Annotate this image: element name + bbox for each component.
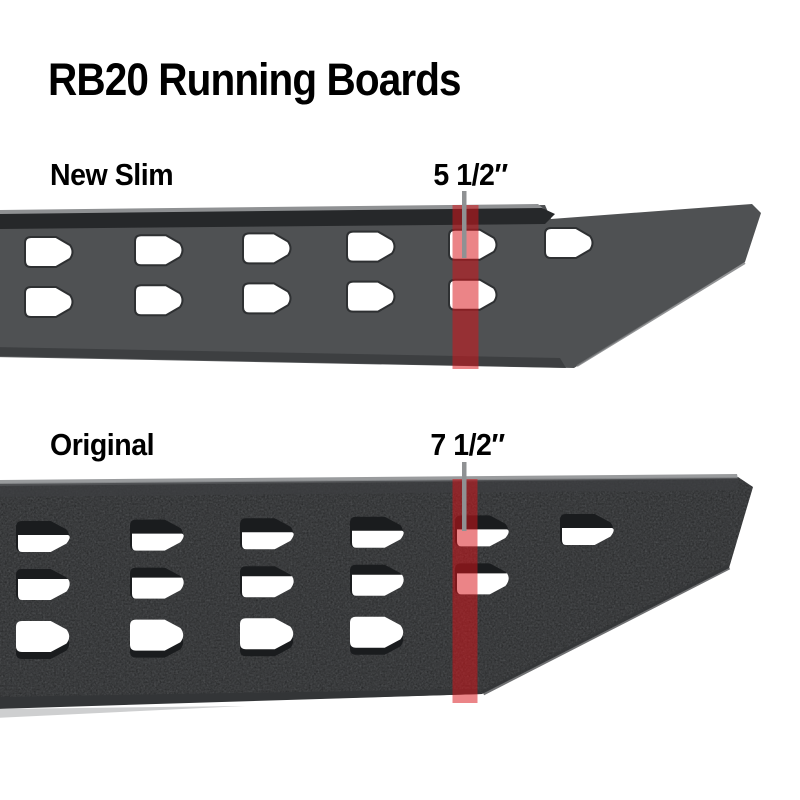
original-measurement-pointer <box>462 462 467 531</box>
cutout-hole <box>130 619 184 651</box>
slim-bottom-edge-shadow <box>0 347 566 368</box>
cutout-hole <box>18 579 70 600</box>
board-label-original: Original <box>50 427 155 462</box>
cutout-hole <box>350 616 404 648</box>
original-bottom-flange <box>0 706 245 718</box>
measurement-label-original: 7 1/2″ <box>430 427 505 462</box>
cutout-hole <box>18 535 70 552</box>
cutout-hole <box>346 280 396 313</box>
cutout-hole <box>352 574 404 596</box>
cutout-hole <box>346 230 396 263</box>
slim-diagonal-highlight <box>576 262 746 367</box>
cutout-hole <box>24 236 74 268</box>
cutout-hole <box>352 530 404 548</box>
board-original-graphic <box>0 462 753 718</box>
cutout-hole <box>132 577 184 599</box>
cutout-hole <box>24 286 74 318</box>
cutout-hole <box>242 282 292 315</box>
measurement-label-new-slim: 5 1/2″ <box>433 157 508 192</box>
cutout-hole <box>242 232 292 265</box>
cutout-hole <box>16 621 70 652</box>
cutout-hole <box>562 528 614 545</box>
original-top-edge-band <box>0 478 739 497</box>
cutout-hole <box>134 284 184 317</box>
cutout-hole <box>544 227 594 259</box>
board-new-slim-graphic <box>0 191 761 369</box>
cutout-hole <box>132 533 184 551</box>
original-diagonal-edge <box>481 564 731 696</box>
original-bottom-edge-shadow <box>0 689 482 709</box>
slim-measurement-pointer <box>462 191 467 258</box>
cutout-hole <box>242 576 294 598</box>
slim-top-strip <box>0 208 555 229</box>
board-label-new-slim: New Slim <box>50 157 174 192</box>
cutout-hole <box>240 618 294 650</box>
cutout-hole <box>134 234 184 267</box>
page-title: RB20 Running Boards <box>48 54 462 105</box>
cutout-hole <box>242 532 294 550</box>
